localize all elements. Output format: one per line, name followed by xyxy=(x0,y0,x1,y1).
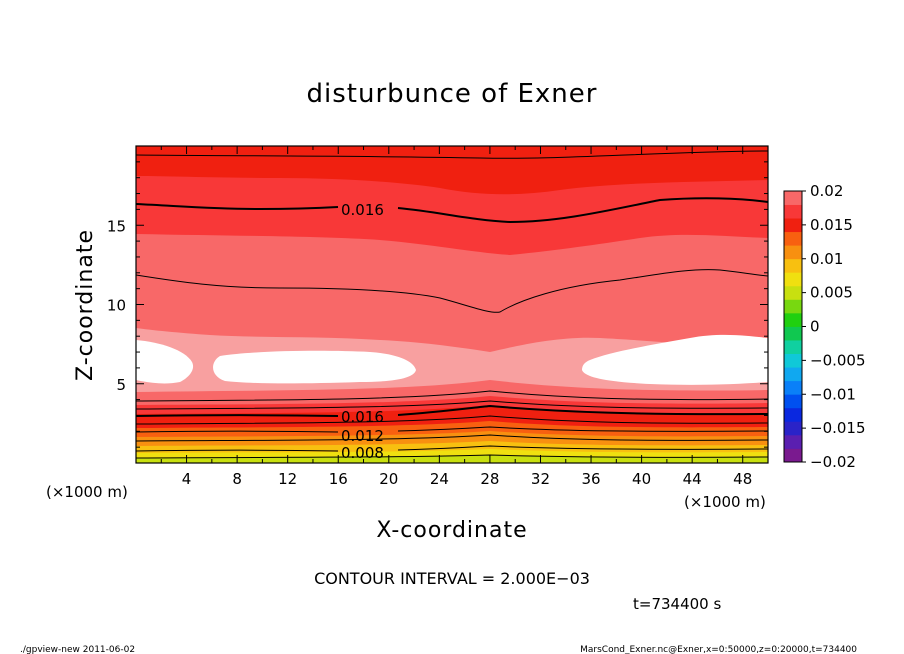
colorbar-swatch xyxy=(784,434,802,449)
footer-right-text: MarsCond_Exner.nc@Exner,x=0:50000,z=0:20… xyxy=(580,645,857,654)
x-tick-label: 12 xyxy=(278,470,297,488)
colorbar-swatch xyxy=(784,258,802,273)
x-tick-label: 24 xyxy=(430,470,449,488)
colorbar-swatch xyxy=(784,394,802,409)
colorbar-swatch xyxy=(784,367,802,382)
colorbar-tick-label: 0.01 xyxy=(810,250,843,268)
x-tick-label: 32 xyxy=(531,470,550,488)
x-tick-label: 20 xyxy=(379,470,398,488)
x-tick-label: 4 xyxy=(182,470,192,488)
contour-line-lower-2 xyxy=(136,400,768,410)
y-axis-title: Z-coordinate xyxy=(73,229,98,381)
colorbar-swatch xyxy=(784,204,802,219)
x-tick-label: 16 xyxy=(329,470,348,488)
contour-label-upper: 0.016 xyxy=(341,201,384,219)
contour-line-0.016-lower xyxy=(136,404,768,417)
colorbar-swatch xyxy=(784,340,802,354)
colorbar-swatch xyxy=(784,272,802,287)
colorbar-tick-label: −0.02 xyxy=(810,453,856,471)
chart-title: disturbunce of Exner xyxy=(307,79,598,109)
contour-line-lower-4 xyxy=(136,434,768,442)
colorbar-tick-label: 0.02 xyxy=(810,182,843,200)
colorbar-tick-label: 0.015 xyxy=(810,216,853,234)
colorbar-swatch xyxy=(784,218,802,233)
x-tick-label: 8 xyxy=(232,470,242,488)
contour-line-0.016-upper xyxy=(136,197,768,224)
blank-region-right xyxy=(582,334,768,385)
contour-line-0.012 xyxy=(136,426,768,433)
contour-interval-text: CONTOUR INTERVAL = 2.000E−03 xyxy=(314,569,590,588)
colorbar-swatch xyxy=(784,312,802,327)
colorbar-tick-label: 0 xyxy=(810,318,820,336)
colorbar-tick-label: −0.01 xyxy=(810,385,856,403)
x-tick-label: 44 xyxy=(683,470,702,488)
contour-line-lower-3 xyxy=(136,415,768,425)
colorbar-swatch xyxy=(784,407,802,422)
y-axis-ticks: 5 10 15 xyxy=(107,161,768,448)
colorbar-tick-labels: 0.02 0.015 0.01 0.005 0 −0.005 −0.01 −0.015 −0.0… xyxy=(802,182,866,471)
x-axis-title: X-coordinate xyxy=(376,518,527,543)
colorbar-tick-label: −0.015 xyxy=(810,419,866,437)
colorbar-swatch xyxy=(784,380,802,395)
colorbar-swatch xyxy=(784,353,802,368)
y-tick-label: 10 xyxy=(107,297,126,315)
colorbar-swatch xyxy=(784,448,802,463)
y-tick-label: 15 xyxy=(107,217,126,235)
colorbar-swatch xyxy=(784,326,802,341)
time-stamp-text: t=734400 s xyxy=(633,595,721,613)
blank-region-left xyxy=(136,340,194,384)
colorbar xyxy=(783,190,803,463)
colorbar-swatch xyxy=(784,231,802,246)
colorbar-swatch xyxy=(784,299,802,314)
colorbar-swatch xyxy=(784,285,802,300)
band-0.004 xyxy=(136,455,768,463)
contour-line-top xyxy=(136,150,768,159)
x-axis-ticks: 4 8 12 16 20 24 28 32 36 40 44 48 xyxy=(160,146,752,488)
contour-label-0.012: 0.012 xyxy=(341,427,384,445)
y-unit-label: (×1000 m) xyxy=(46,483,128,501)
x-tick-label: 40 xyxy=(632,470,651,488)
band-top xyxy=(136,146,768,195)
contour-line-0.008 xyxy=(136,445,768,452)
colorbar-swatch xyxy=(784,245,802,260)
footer-left-text: ./gpview-new 2011-06-02 xyxy=(20,645,135,654)
colorbar-tick-label: 0.005 xyxy=(810,284,853,302)
blank-region-middle xyxy=(213,350,416,384)
x-tick-label: 36 xyxy=(581,470,600,488)
contour-lines xyxy=(136,150,768,459)
y-tick-label: 5 xyxy=(116,376,126,394)
x-tick-label: 28 xyxy=(480,470,499,488)
x-tick-label: 48 xyxy=(733,470,752,488)
contour-label-0.008: 0.008 xyxy=(341,444,384,462)
x-unit-label: (×1000 m) xyxy=(684,493,766,511)
colorbar-tick-label: −0.005 xyxy=(810,351,866,369)
contour-line-upper-mid xyxy=(136,269,768,313)
colorbar-swatch xyxy=(784,421,802,436)
colorbar-swatch xyxy=(784,191,802,205)
contour-line-lower-1 xyxy=(136,390,768,402)
contour-label-lower: 0.016 xyxy=(341,408,384,426)
